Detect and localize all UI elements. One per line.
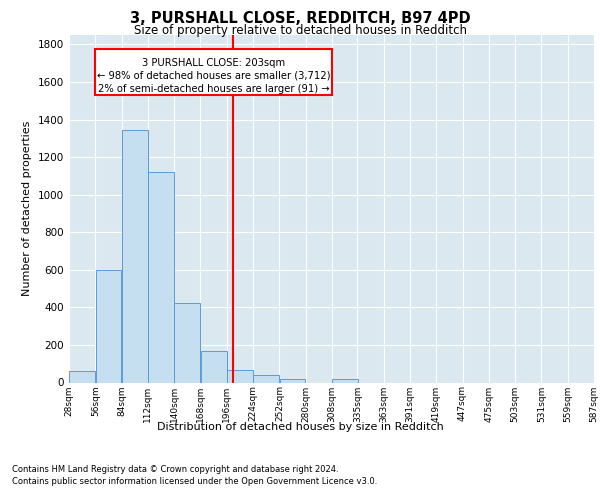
Bar <box>280 378 305 382</box>
Bar <box>175 302 200 382</box>
Bar <box>122 130 148 382</box>
Bar <box>95 270 121 382</box>
Text: Contains HM Land Registry data © Crown copyright and database right 2024.: Contains HM Land Registry data © Crown c… <box>12 465 338 474</box>
Text: 3, PURSHALL CLOSE, REDDITCH, B97 4PD: 3, PURSHALL CLOSE, REDDITCH, B97 4PD <box>130 11 470 26</box>
Bar <box>148 172 174 382</box>
Bar <box>227 370 253 382</box>
Bar <box>253 375 279 382</box>
Bar <box>201 350 227 382</box>
Text: 3 PURSHALL CLOSE: 203sqm: 3 PURSHALL CLOSE: 203sqm <box>142 58 285 68</box>
Y-axis label: Number of detached properties: Number of detached properties <box>22 121 32 296</box>
Text: 2% of semi-detached houses are larger (91) →: 2% of semi-detached houses are larger (9… <box>98 84 329 94</box>
Text: Size of property relative to detached houses in Redditch: Size of property relative to detached ho… <box>133 24 467 37</box>
Text: Distribution of detached houses by size in Redditch: Distribution of detached houses by size … <box>157 422 443 432</box>
Text: Contains public sector information licensed under the Open Government Licence v3: Contains public sector information licen… <box>12 478 377 486</box>
Bar <box>332 378 358 382</box>
Bar <box>69 371 95 382</box>
Text: ← 98% of detached houses are smaller (3,712): ← 98% of detached houses are smaller (3,… <box>97 71 331 81</box>
FancyBboxPatch shape <box>95 49 332 95</box>
